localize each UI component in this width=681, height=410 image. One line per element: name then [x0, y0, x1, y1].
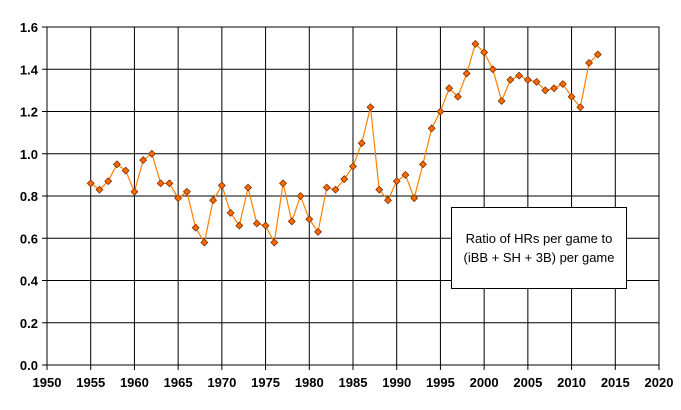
data-point: [418, 160, 427, 169]
data-point: [165, 179, 174, 188]
data-point: [488, 65, 497, 74]
data-point: [217, 181, 226, 190]
data-point: [392, 177, 401, 186]
data-point: [515, 71, 524, 80]
data-point: [410, 194, 419, 203]
y-tick-label: 1.6: [20, 20, 38, 35]
data-point: [384, 196, 392, 205]
data-point: [86, 179, 95, 188]
data-point: [427, 124, 436, 133]
data-point: [550, 84, 559, 93]
data-point: [462, 69, 471, 78]
y-axis-ticks: 0.0 0.2 0.4 0.6 0.8 1.0 1.2 1.4 1.6: [20, 20, 39, 373]
data-point: [226, 208, 235, 217]
data-point: [532, 77, 541, 86]
y-tick-label: 0.6: [20, 231, 38, 246]
data-point: [270, 238, 279, 247]
data-point: [322, 183, 331, 192]
x-tick-label: 1950: [33, 375, 62, 390]
data-point: [340, 175, 349, 184]
y-tick-label: 1.2: [20, 105, 38, 120]
data-point: [558, 80, 567, 89]
axes: [42, 26, 660, 370]
annotation-line-1: Ratio of HRs per game to: [465, 231, 613, 246]
data-point: [375, 185, 384, 194]
x-tick-label: 1990: [382, 375, 411, 390]
data-point: [576, 103, 585, 112]
x-tick-label: 1980: [295, 375, 324, 390]
data-point: [480, 48, 489, 57]
data-point: [279, 179, 288, 188]
data-point: [156, 179, 165, 188]
data-point: [244, 183, 253, 192]
data-point: [349, 162, 357, 171]
data-point: [366, 103, 375, 112]
data-point: [401, 170, 410, 179]
x-tick-label: 2010: [557, 375, 586, 390]
data-point: [287, 217, 296, 226]
data-point: [305, 215, 314, 224]
data-point: [445, 84, 454, 93]
y-tick-label: 0.0: [20, 358, 38, 373]
data-point: [139, 156, 148, 165]
data-point: [191, 223, 200, 232]
x-tick-label: 1995: [426, 375, 455, 390]
data-point: [567, 92, 576, 101]
data-point: [121, 166, 130, 175]
x-tick-label: 1965: [164, 375, 193, 390]
data-point: [104, 177, 113, 186]
data-point: [112, 160, 121, 169]
data-point: [471, 39, 480, 48]
data-point: [182, 187, 191, 196]
annotation-box: Ratio of HRs per game to (iBB + SH + 3B)…: [451, 207, 627, 289]
x-tick-label: 2000: [470, 375, 499, 390]
x-axis-ticks: 1950 1955 1960 1965 1970 1975 1980 1985 1990 1995…: [33, 375, 674, 390]
y-tick-label: 0.4: [20, 274, 39, 289]
data-point: [296, 192, 305, 200]
x-tick-label: 1955: [76, 375, 105, 390]
data-point: [436, 107, 445, 116]
x-tick-label: 2020: [645, 375, 674, 390]
y-tick-label: 0.8: [20, 189, 38, 204]
data-point: [95, 185, 104, 194]
data-point: [261, 221, 270, 230]
data-point: [453, 92, 462, 101]
data-point: [585, 58, 594, 67]
x-tick-label: 1960: [120, 375, 149, 390]
y-tick-label: 1.0: [20, 147, 38, 162]
x-tick-label: 2015: [601, 375, 630, 390]
data-point: [331, 185, 340, 194]
data-point: [147, 149, 156, 158]
data-point: [497, 96, 506, 105]
x-tick-label: 1985: [339, 375, 368, 390]
data-point: [200, 238, 209, 247]
data-point: [174, 194, 183, 203]
y-tick-label: 0.2: [20, 316, 38, 331]
data-point: [506, 75, 515, 84]
x-tick-label: 2005: [513, 375, 542, 390]
plot-border: [46, 26, 660, 366]
data-point: [523, 75, 532, 84]
x-tick-label: 1970: [207, 375, 236, 390]
data-point: [235, 221, 244, 230]
data-point: [357, 139, 366, 148]
data-point: [130, 187, 139, 196]
x-tick-label: 1975: [251, 375, 280, 390]
y-tick-label: 1.4: [20, 62, 39, 77]
data-point: [314, 227, 322, 236]
data-point: [541, 86, 550, 95]
annotation-line-2: (iBB + SH + 3B) per game: [463, 250, 615, 265]
data-point: [593, 50, 602, 59]
data-point: [252, 219, 261, 228]
series: [86, 39, 602, 247]
data-point: [209, 196, 218, 205]
